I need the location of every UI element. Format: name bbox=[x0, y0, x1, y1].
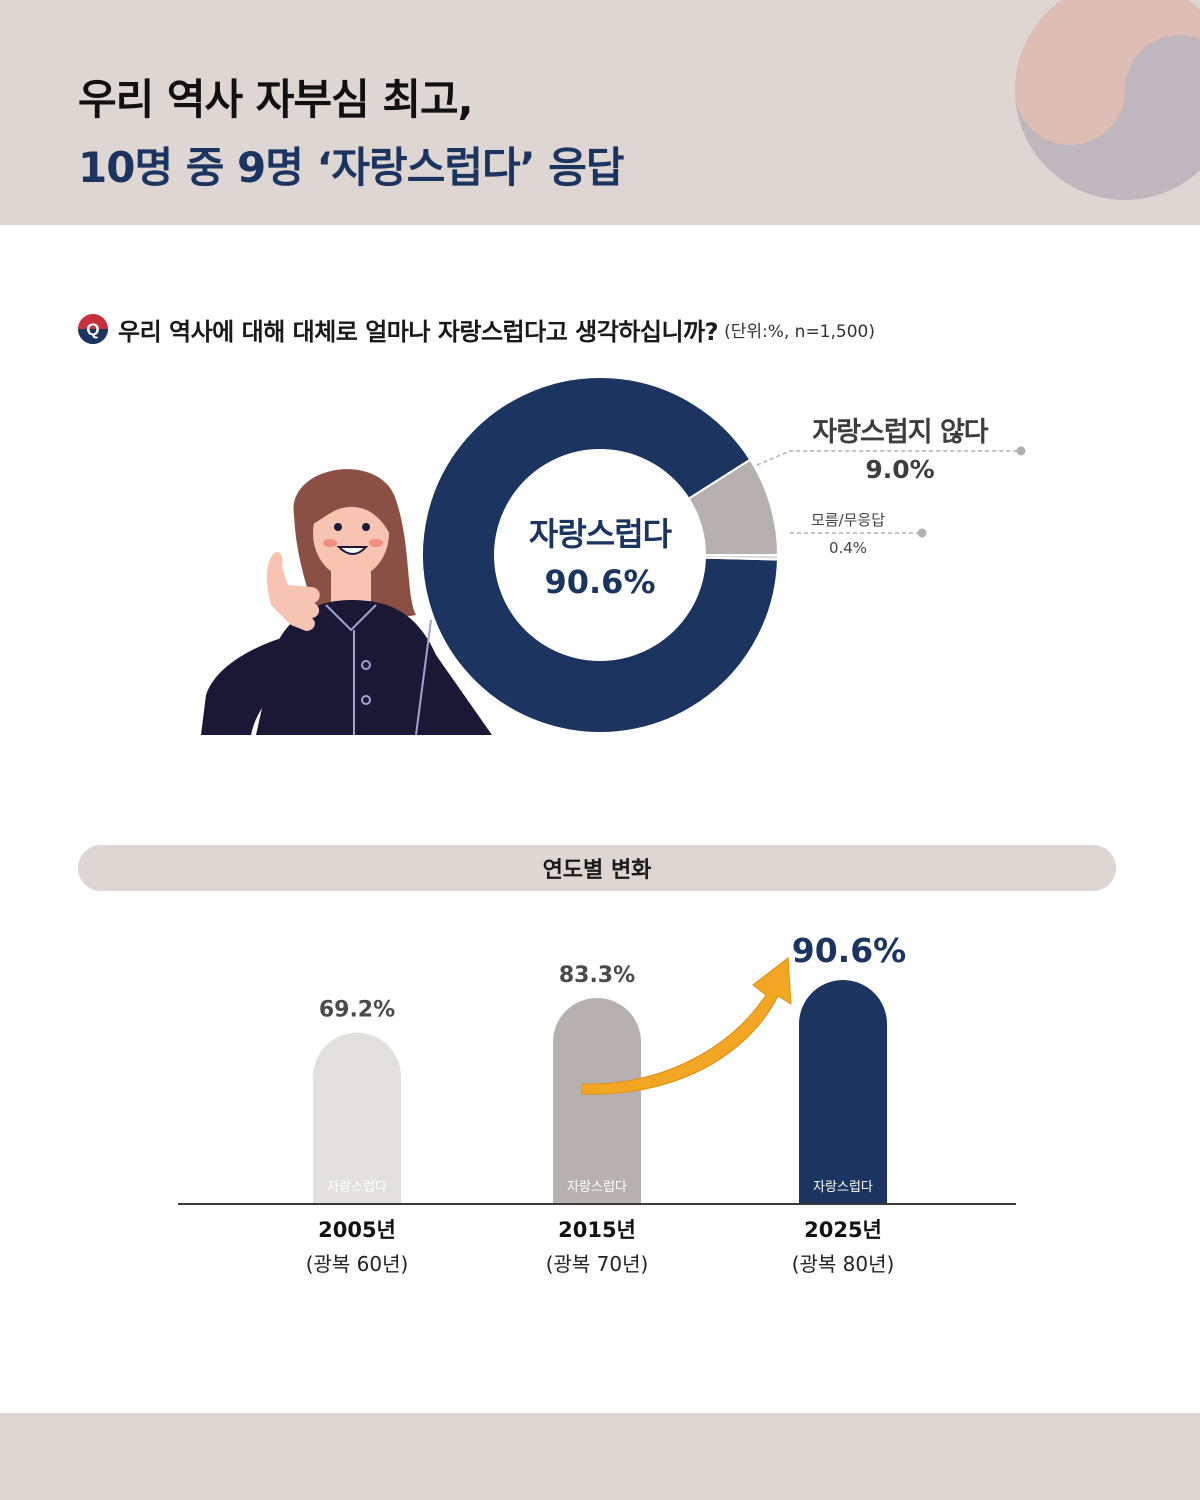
bar-2005년 bbox=[313, 1032, 401, 1203]
q-badge-icon: Q bbox=[78, 314, 108, 344]
question-unit-note: (단위:%, n=1,500) bbox=[724, 321, 875, 342]
x-tick-year: 2015년 bbox=[558, 1218, 636, 1242]
slice-value-not-proud: 9.0% bbox=[865, 455, 935, 484]
donut-hole bbox=[494, 449, 706, 661]
taegeuk-icon bbox=[1015, 0, 1200, 200]
footer-band bbox=[0, 1413, 1200, 1500]
bar-chart-baseline bbox=[178, 1203, 1016, 1205]
slice-label-no-answer: 모름/무응답 bbox=[810, 511, 886, 529]
bar-value-label: 90.6% bbox=[792, 931, 907, 970]
slice-value-no-answer: 0.4% bbox=[828, 539, 868, 557]
x-tick-sublabel: (광복 70년) bbox=[545, 1252, 649, 1276]
thumbs-up-woman-illustration bbox=[201, 469, 492, 735]
bar-value-label: 69.2% bbox=[319, 998, 395, 1023]
bar-2025년 bbox=[799, 980, 887, 1203]
bar-2015년 bbox=[553, 997, 641, 1203]
bar-inner-label: 자랑스럽다 bbox=[567, 1180, 627, 1195]
bar-value-label: 83.3% bbox=[559, 963, 635, 988]
bar-inner-label: 자랑스럽다 bbox=[813, 1180, 873, 1195]
x-tick-sublabel: (광복 60년) bbox=[305, 1252, 409, 1276]
header-banner: 우리 역사 자부심 최고, 10명 중 9명 ‘자랑스럽다’ 응답 bbox=[0, 0, 1200, 225]
q-badge-letter: Q bbox=[86, 320, 99, 339]
bar-inner-label: 자랑스럽다 bbox=[327, 1180, 387, 1195]
x-label-2015: 2015년 (광복 70년) bbox=[497, 1214, 697, 1277]
page-title-line2: 10명 중 9명 ‘자랑스럽다’ 응답 bbox=[78, 143, 624, 192]
slice-label-not-proud: 자랑스럽지 않다 bbox=[812, 417, 988, 448]
donut-chart bbox=[421, 376, 780, 735]
question-text: 우리 역사에 대해 대체로 얼마나 자랑스럽다고 생각하십니까? bbox=[118, 317, 719, 346]
x-tick-year: 2025년 bbox=[804, 1218, 882, 1242]
x-tick-year: 2005년 bbox=[318, 1218, 396, 1242]
yearly-change-section-title: 연도별 변화 bbox=[78, 845, 1116, 891]
x-label-2025: 2025년 (광복 80년) bbox=[743, 1214, 943, 1277]
yearly-bar-chart: 자랑스럽다 69.2% 자랑스럽다 83.3% 자랑스럽다 90.6% bbox=[313, 931, 907, 1203]
trend-up-arrow-icon bbox=[581, 957, 792, 1095]
question-row: Q 우리 역사에 대해 대체로 얼마나 자랑스럽다고 생각하십니까? (단위:%… bbox=[78, 312, 875, 346]
x-label-2005: 2005년 (광복 60년) bbox=[257, 1214, 457, 1277]
x-tick-sublabel: (광복 80년) bbox=[791, 1252, 895, 1276]
page-title-line1: 우리 역사 자부심 최고, bbox=[78, 75, 474, 124]
